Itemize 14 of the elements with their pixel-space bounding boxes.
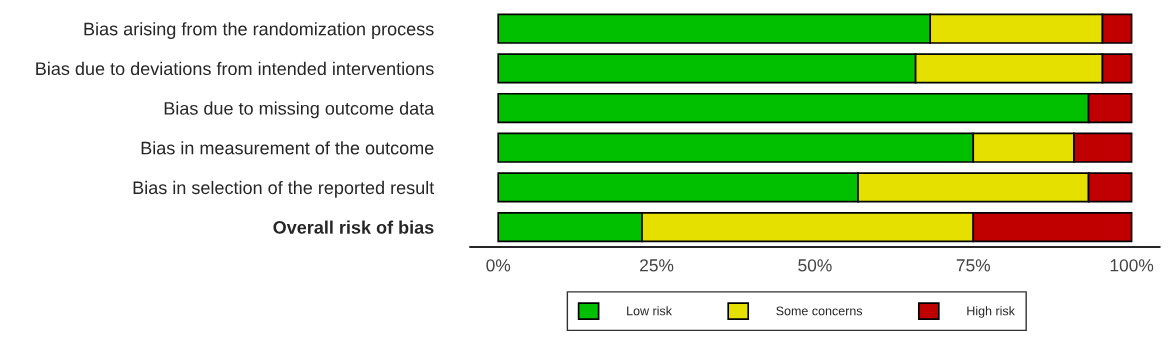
x-tick-label: 100% (1110, 259, 1154, 272)
x-tick-label: 0% (486, 259, 511, 272)
y-tick-label: Overall risk of bias (273, 220, 434, 234)
y-tick-label: Bias due to deviations from intended interventions (36, 61, 434, 76)
x-tick-label: 75% (956, 259, 991, 272)
y-tick-label: Bias arising from the randomization process (84, 22, 434, 39)
x-tick-label: 50% (798, 259, 832, 272)
legend-label: Some concerns (776, 306, 863, 316)
y-tick-label: Bias in measurement of the outcome (141, 141, 434, 155)
x-tick-label: 25% (640, 259, 674, 272)
y-tick-label: Bias in selection of the reported result (133, 180, 435, 198)
legend-label: Low risk (627, 306, 672, 316)
legend-label: High risk (967, 306, 1015, 318)
y-tick-label: Bias due to missing outcome data (164, 101, 435, 119)
